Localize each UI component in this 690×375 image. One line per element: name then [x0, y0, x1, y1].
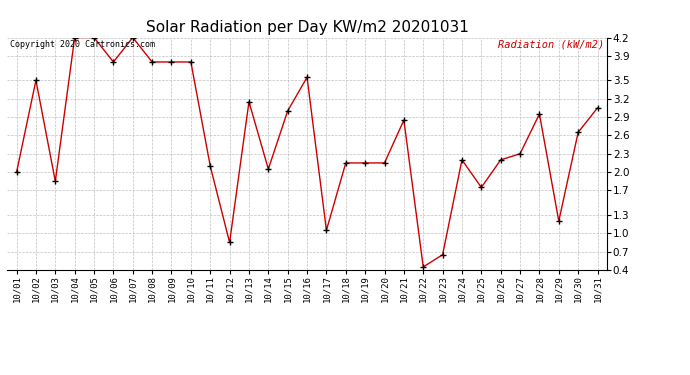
Title: Solar Radiation per Day KW/m2 20201031: Solar Radiation per Day KW/m2 20201031: [146, 20, 469, 35]
Text: Radiation (kW/m2): Radiation (kW/m2): [498, 40, 604, 50]
Text: Copyright 2020 Cartronics.com: Copyright 2020 Cartronics.com: [10, 40, 155, 49]
